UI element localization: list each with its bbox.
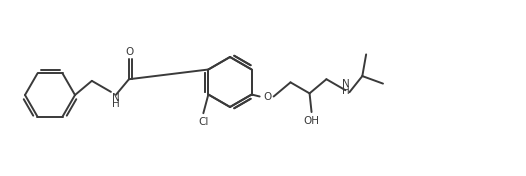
Text: Cl: Cl xyxy=(198,117,208,127)
Text: N: N xyxy=(112,93,119,103)
Text: OH: OH xyxy=(304,116,320,126)
Text: N: N xyxy=(341,79,349,89)
Text: O: O xyxy=(126,48,134,57)
Text: O: O xyxy=(264,92,272,102)
Text: H: H xyxy=(112,99,119,109)
Text: H: H xyxy=(341,86,349,96)
